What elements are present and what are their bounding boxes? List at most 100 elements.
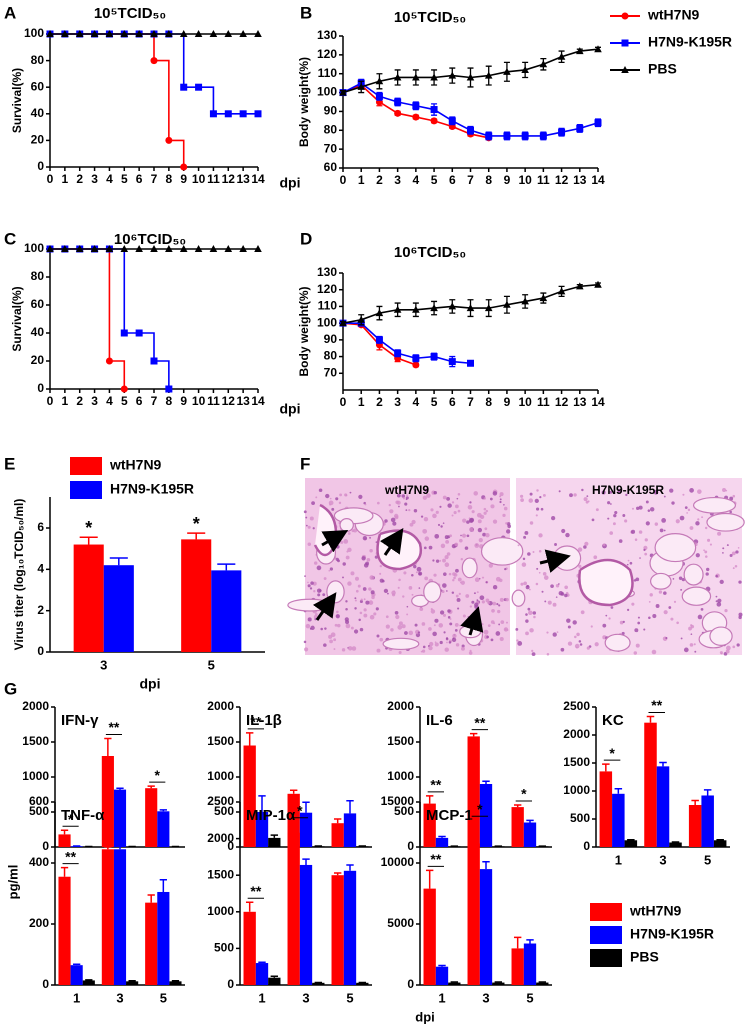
tissue-cell — [438, 623, 444, 628]
tissue-cell — [324, 627, 327, 630]
tissue-cell — [462, 518, 467, 523]
tissue-cell — [476, 591, 479, 594]
y-tick-label: 60 — [31, 297, 45, 311]
data-point — [120, 245, 129, 252]
tissue-cell — [637, 621, 641, 625]
tissue-cell — [578, 564, 582, 568]
tissue-cell — [442, 613, 447, 617]
tissue-cell — [612, 522, 616, 526]
data-point — [61, 245, 69, 252]
data-point — [239, 30, 247, 37]
tissue-cell — [695, 521, 700, 526]
tissue-cell — [610, 606, 614, 609]
error-bar — [258, 795, 266, 812]
data-point — [135, 329, 143, 337]
tissue-cell — [340, 540, 344, 544]
tissue-cell — [385, 615, 389, 619]
tissue-cell — [330, 632, 336, 638]
tissue-cell — [614, 511, 618, 515]
tissue-cell — [357, 584, 361, 588]
tissue-cell — [359, 611, 363, 615]
significance-label: * — [155, 767, 161, 783]
tissue-cell — [552, 632, 557, 637]
tissue-cell — [358, 618, 361, 622]
tissue-cell — [420, 515, 424, 518]
tissue-cell — [595, 508, 599, 512]
tissue-cell — [379, 564, 382, 568]
data-point — [412, 354, 420, 362]
tissue-cell — [484, 527, 488, 531]
tissue-cell — [631, 602, 635, 606]
bar — [479, 869, 493, 985]
airway — [578, 558, 634, 607]
data-point — [120, 385, 128, 393]
tissue-cell — [701, 516, 704, 519]
data-point — [521, 132, 529, 140]
tissue-cell — [546, 653, 550, 656]
tissue-cell — [581, 488, 584, 492]
tissue-cell — [395, 614, 400, 620]
significance-label: ** — [474, 714, 485, 730]
tissue-cell — [505, 522, 508, 525]
tissue-cell — [529, 492, 533, 496]
tissue-cell — [474, 602, 479, 607]
data-point — [120, 30, 129, 37]
tissue-cell — [433, 573, 437, 577]
tissue-cell — [383, 588, 389, 593]
bar — [312, 982, 325, 985]
x-tick-label: 4 — [106, 394, 113, 408]
tissue-cell — [506, 522, 511, 526]
tissue-cell — [630, 529, 636, 534]
tissue-cell — [529, 628, 534, 633]
tissue-cell — [528, 498, 534, 503]
tissue-cell — [421, 622, 426, 626]
tissue-cell — [724, 608, 728, 613]
tissue-cell — [551, 515, 556, 521]
data-point — [521, 297, 529, 305]
tissue-cell — [358, 494, 363, 499]
x-tick-label: 2 — [76, 172, 83, 186]
tissue-cell — [689, 488, 694, 493]
tissue-cell — [354, 599, 357, 602]
error-bar — [302, 801, 310, 813]
tissue-cell — [583, 545, 587, 549]
tissue-cell — [492, 491, 498, 496]
tissue-cell — [498, 623, 501, 626]
tissue-cell — [681, 577, 686, 582]
x-tick-label: 12 — [222, 172, 236, 186]
tissue-cell — [446, 496, 450, 501]
x-tick-label: 5 — [160, 990, 167, 1005]
tissue-cell — [527, 607, 531, 611]
tissue-cell — [447, 616, 451, 619]
data-point — [539, 132, 547, 140]
tissue-cell — [481, 623, 484, 626]
x-tick-label: 3 — [394, 173, 401, 187]
tissue-cell — [486, 635, 489, 639]
tissue-cell — [560, 647, 565, 652]
tissue-cell — [453, 576, 456, 580]
image-label: wtH7N9 — [384, 483, 429, 497]
data-point — [430, 353, 438, 361]
tissue-cell — [522, 557, 526, 561]
tissue-cell — [626, 563, 629, 566]
legend-label: H7N9-K195R — [648, 34, 732, 50]
data-point — [150, 245, 158, 252]
error-bar — [671, 841, 680, 843]
tissue-cell — [430, 508, 434, 512]
tissue-cell — [477, 527, 483, 533]
tissue-cell — [455, 504, 459, 509]
bar — [624, 840, 638, 847]
tissue-cell — [499, 500, 502, 504]
tissue-cell — [455, 594, 459, 598]
tissue-cell — [703, 549, 705, 552]
bar — [73, 544, 104, 652]
error-bar — [469, 819, 478, 844]
data-point — [209, 245, 218, 252]
data-point — [90, 245, 99, 252]
tissue-cell — [688, 626, 692, 631]
x-tick-label: 1 — [73, 990, 80, 1005]
tissue-cell — [469, 527, 474, 532]
tissue-cell — [552, 602, 557, 607]
error-bar — [333, 818, 342, 824]
tissue-cell — [454, 629, 458, 632]
